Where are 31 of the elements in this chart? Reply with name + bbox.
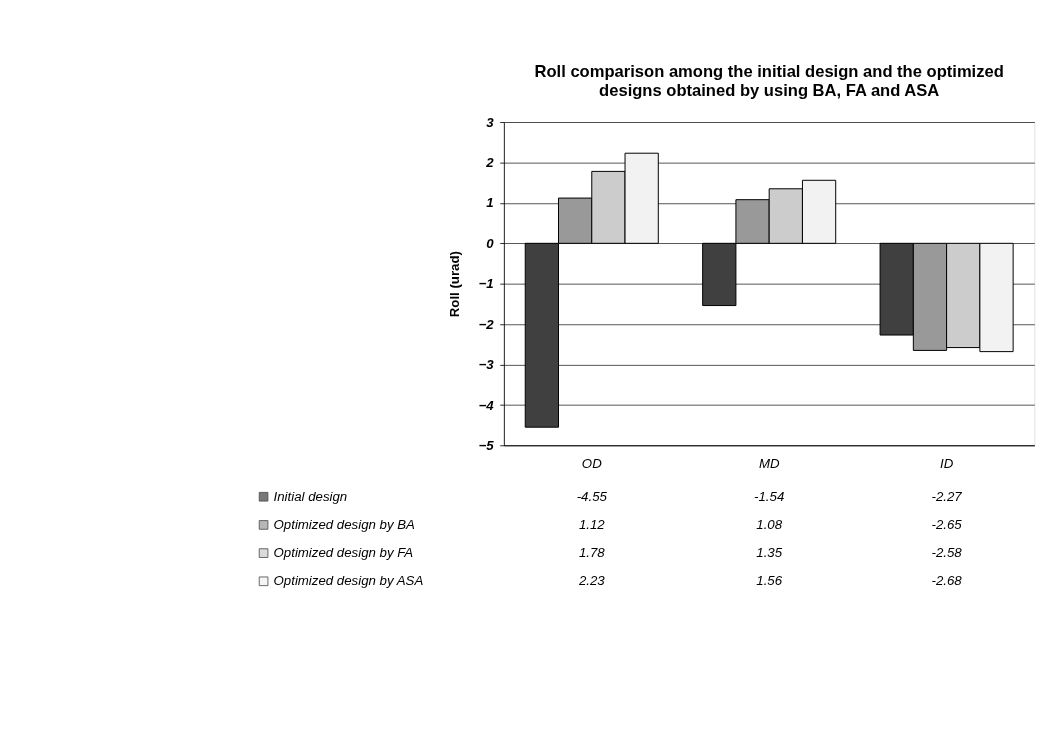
legend-label: Optimized design by ASA <box>273 573 424 589</box>
y-tick-label: 1 <box>486 195 494 211</box>
y-tick-label: −1 <box>478 276 494 292</box>
data-label: 1.12 <box>578 517 606 533</box>
data-label: 1.35 <box>756 545 783 561</box>
y-tick-label: −5 <box>478 437 495 453</box>
legend-label: Optimized design by BA <box>273 517 416 533</box>
y-tick-label: 0 <box>486 235 495 251</box>
y-tick-label: 3 <box>486 114 495 130</box>
data-label: -2.65 <box>931 517 963 533</box>
data-label: 2.23 <box>577 573 606 589</box>
data-label: -2.68 <box>931 573 963 589</box>
data-label: 1.78 <box>578 545 606 561</box>
legend-label: Initial design <box>273 488 348 504</box>
y-axis-title: Roll (urad) <box>447 251 463 318</box>
y-tick-label: 2 <box>485 155 495 171</box>
x-tick-label: MD <box>758 456 780 472</box>
data-label: 1.56 <box>756 573 783 589</box>
data-label: -2.27 <box>931 488 963 504</box>
data-label: -2.58 <box>931 545 963 561</box>
y-tick-label: −3 <box>478 357 495 373</box>
text: Roll comparison among the initial design and the optimized <box>534 62 1004 82</box>
text: designs obtained by using BA, FA and ASA <box>599 80 940 100</box>
legend-label: Optimized design by FA <box>273 545 414 561</box>
x-tick-label: OD <box>581 456 603 472</box>
y-tick-label: −2 <box>478 316 495 332</box>
data-label: 1.08 <box>756 517 783 533</box>
x-tick-label: ID <box>939 456 954 472</box>
y-tick-label: −4 <box>478 397 495 413</box>
data-label: -1.54 <box>754 488 785 504</box>
data-label: -4.55 <box>576 488 608 504</box>
